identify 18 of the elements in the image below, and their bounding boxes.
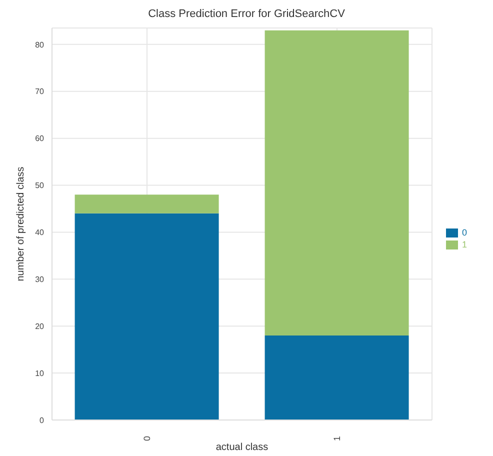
legend-label: 1 [462, 239, 467, 250]
y-tick-label: 0 [40, 416, 45, 425]
x-axis-title: actual class [216, 442, 268, 453]
chart-title: Class Prediction Error for GridSearchCV [147, 8, 346, 22]
y-tick-label: 70 [35, 87, 45, 96]
y-tick-label: 30 [35, 275, 45, 284]
y-tick-label: 20 [35, 322, 45, 331]
bar [264, 335, 409, 420]
y-tick-label: 10 [35, 368, 45, 378]
bar [74, 213, 219, 420]
y-tick-label: 80 [35, 40, 45, 50]
y-tick-label: 60 [35, 134, 45, 144]
legend-label: 0 [462, 227, 467, 238]
bar [264, 30, 409, 336]
y-tick-label: 50 [35, 181, 45, 190]
bar [74, 194, 219, 214]
y-axis-title: number of predicted class [16, 166, 27, 282]
y-tick-label: 40 [35, 228, 45, 238]
